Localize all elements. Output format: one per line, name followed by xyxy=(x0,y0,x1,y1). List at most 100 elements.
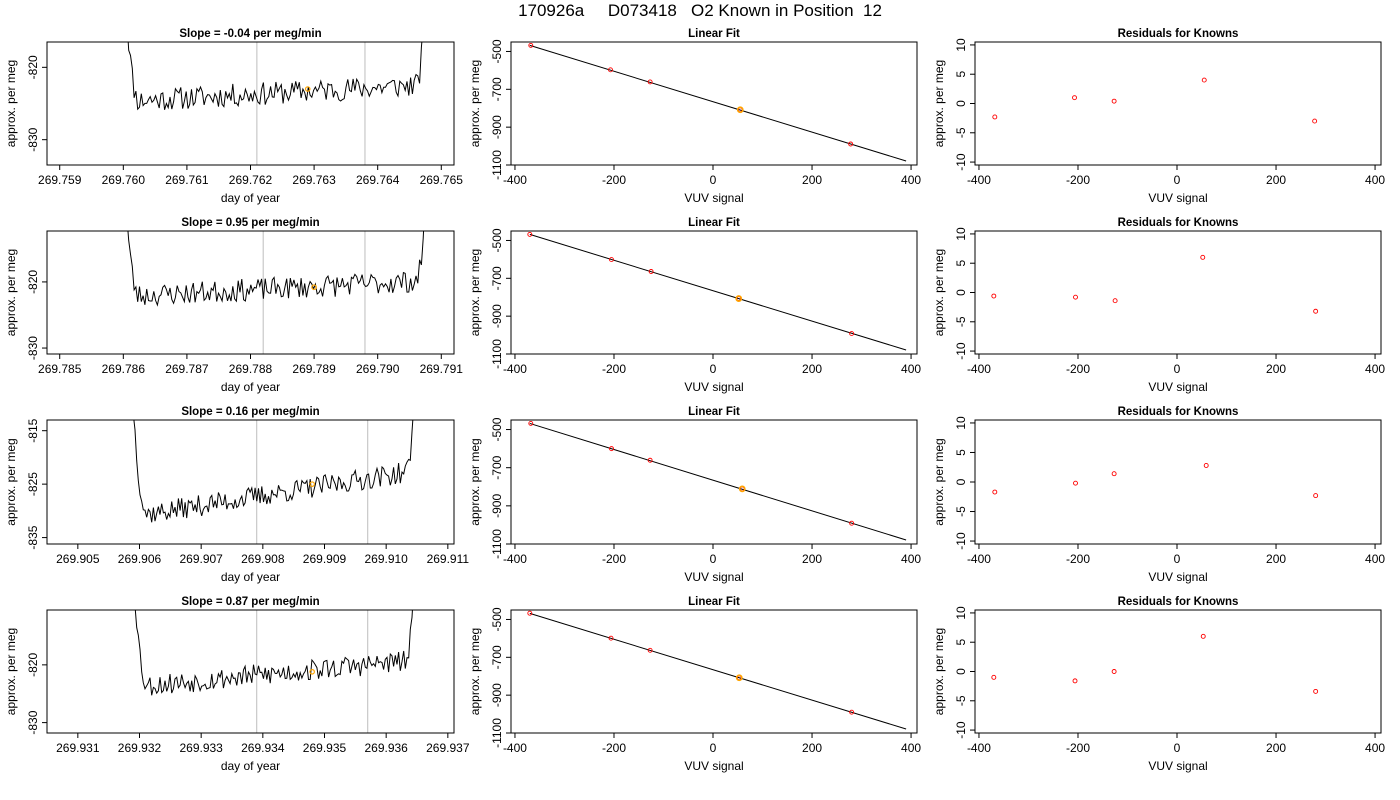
y-tick-label: -700 xyxy=(490,645,504,669)
plot-frame xyxy=(974,230,1382,355)
x-tick-label: 400 xyxy=(901,362,921,376)
x-tick-label: 269.931 xyxy=(56,741,100,755)
fit-line xyxy=(529,233,907,351)
y-tick-label: -825 xyxy=(26,472,40,496)
y-tick-label: -10 xyxy=(954,153,968,171)
x-tick-label: -200 xyxy=(602,741,626,755)
x-tick-label: 269.760 xyxy=(102,173,146,187)
panel-r2-c1: Slope = 0.95 per meg/min 269.785 269.786 26… xyxy=(4,217,463,394)
x-tick-label: 200 xyxy=(802,741,822,755)
data-trace xyxy=(133,420,414,523)
y-tick-label: -10 xyxy=(954,342,968,360)
x-tick-label: 269.786 xyxy=(102,362,146,376)
panel-title: Slope = 0.95 per meg/min xyxy=(181,217,319,229)
y-tick-label: 5 xyxy=(954,260,968,267)
y-tick-label: 0 xyxy=(954,289,968,296)
data-trace xyxy=(127,42,423,111)
page-title: 170926a D073418 O2 Known in Position 12 xyxy=(518,1,882,20)
y-axis-label: approx. per meg xyxy=(468,60,482,147)
y-tick-label: 10 xyxy=(954,416,968,430)
panel-r1-c1: Slope = -0.04 per meg/min 269.759 269.760 2… xyxy=(4,28,463,205)
plot-frame xyxy=(510,419,918,545)
x-tick-label: 0 xyxy=(1174,362,1181,376)
x-tick-label: 269.934 xyxy=(241,741,285,755)
y-tick-label: -700 xyxy=(490,266,504,290)
panel-r4-c3: Residuals for Knowns -400 -200 0 200 400 10 5 0 -… xyxy=(932,596,1385,773)
plot-frame xyxy=(46,41,455,166)
y-tick-label: 10 xyxy=(954,227,968,241)
x-tick-label: 400 xyxy=(901,741,921,755)
x-tick-label: 269.763 xyxy=(292,173,336,187)
x-tick-label: 200 xyxy=(802,362,822,376)
sample-marker xyxy=(309,668,315,675)
x-tick-label: 269.936 xyxy=(364,741,408,755)
x-tick-label: 269.907 xyxy=(179,552,223,566)
x-tick-label: 0 xyxy=(710,362,717,376)
panel-r2-c3: Residuals for Knowns -400 -200 0 200 400 10 5 0 -… xyxy=(932,217,1385,394)
known-point xyxy=(991,293,997,299)
sample-point xyxy=(735,674,743,682)
x-tick-label: 269.906 xyxy=(118,552,162,566)
x-tick-label: 200 xyxy=(1266,362,1286,376)
plot-area xyxy=(134,610,413,733)
x-tick-label: -400 xyxy=(967,362,991,376)
x-axis-label: VUV signal xyxy=(1148,191,1207,205)
x-tick-label: 200 xyxy=(1266,741,1286,755)
sample-point xyxy=(738,485,746,493)
x-tick-label: 269.788 xyxy=(229,362,273,376)
known-point xyxy=(1203,463,1209,468)
x-tick-label: -200 xyxy=(602,173,626,187)
y-tick-label: -500 xyxy=(490,607,504,631)
known-point xyxy=(849,709,855,715)
panel-title: Linear Fit xyxy=(688,28,740,40)
x-tick-label: -200 xyxy=(602,552,626,566)
y-tick-label: 0 xyxy=(954,100,968,107)
x-tick-label: 400 xyxy=(1365,362,1385,376)
x-tick-label: 200 xyxy=(802,552,822,566)
x-tick-label: 400 xyxy=(1365,552,1385,566)
x-tick-label: 0 xyxy=(1174,173,1181,187)
y-tick-label: -830 xyxy=(26,710,40,734)
y-axis-label: approx. per meg xyxy=(4,249,18,336)
x-tick-label: 269.910 xyxy=(364,552,408,566)
y-tick-label: 0 xyxy=(954,668,968,675)
y-tick-label: -5 xyxy=(954,316,968,327)
y-axis-label: approx. per meg xyxy=(468,249,482,336)
plot-area xyxy=(127,42,423,165)
sample-point xyxy=(735,295,743,302)
y-tick-label: -10 xyxy=(954,532,968,550)
x-axis-label: day of year xyxy=(221,570,280,584)
y-tick-label: -835 xyxy=(26,525,40,549)
y-tick-label: -820 xyxy=(26,270,40,294)
known-point xyxy=(647,79,653,85)
x-axis-label: day of year xyxy=(221,380,280,394)
known-point xyxy=(849,331,855,337)
plot-area xyxy=(133,420,414,544)
y-axis-label: approx. per meg xyxy=(4,438,18,525)
known-point xyxy=(527,610,533,616)
panel-r3-c2: Linear Fit -400 -200 0 200 400 -500 -700 -900 -11… xyxy=(468,406,921,584)
known-point xyxy=(849,520,855,526)
x-tick-label: 269.785 xyxy=(38,362,82,376)
panel-title: Residuals for Knowns xyxy=(1118,217,1239,229)
y-tick-label: -900 xyxy=(490,115,504,139)
known-point xyxy=(609,446,614,452)
x-tick-label: 269.933 xyxy=(179,741,223,755)
x-tick-label: -200 xyxy=(1066,552,1090,566)
known-point xyxy=(1312,118,1318,124)
known-point xyxy=(648,269,654,274)
known-point xyxy=(1073,480,1078,486)
fit-line xyxy=(529,612,907,730)
sample-marker xyxy=(304,86,311,92)
plot-frame xyxy=(974,419,1382,545)
x-tick-label: -400 xyxy=(503,173,527,187)
known-point xyxy=(647,457,653,463)
x-axis-label: VUV signal xyxy=(1148,380,1207,394)
x-tick-label: -400 xyxy=(967,552,991,566)
x-tick-label: 269.789 xyxy=(292,362,336,376)
known-point xyxy=(1201,77,1207,83)
x-axis-label: VUV signal xyxy=(684,191,743,205)
known-point xyxy=(848,141,854,147)
y-tick-label: -500 xyxy=(490,417,504,441)
